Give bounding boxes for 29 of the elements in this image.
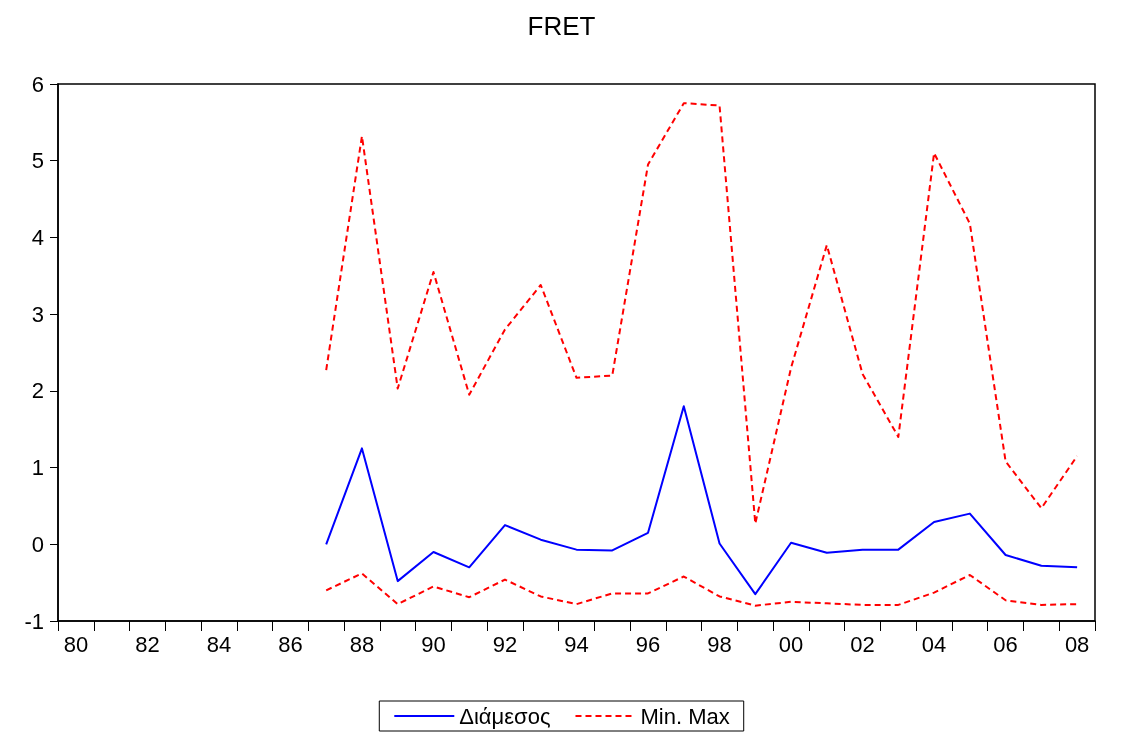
legend-label: Διάμεσος	[459, 703, 551, 729]
x-tick-label: 92	[492, 631, 518, 657]
y-tick-label: 3	[31, 301, 44, 327]
line-series	[325, 572, 1079, 607]
x-tick-label: 80	[63, 631, 89, 657]
x-tick-label: 98	[707, 631, 732, 657]
x-tick-label: 06	[993, 631, 1018, 657]
x-tick-label: 02	[850, 631, 875, 657]
y-tick-label: 2	[31, 378, 44, 404]
line-series	[325, 102, 1079, 525]
line-series	[325, 405, 1079, 596]
y-tick-label: 4	[31, 224, 44, 250]
y-tick-label: 1	[31, 455, 44, 481]
x-tick-label: 84	[206, 631, 232, 657]
x-tick-label: 90	[421, 631, 446, 657]
x-tick-label: 88	[349, 631, 375, 657]
x-tick-label: 82	[135, 631, 160, 657]
x-tick-label: 04	[921, 631, 947, 657]
x-tick-label: 08	[1064, 631, 1090, 657]
y-tick-label: -1	[24, 608, 44, 634]
y-tick-label: 6	[31, 71, 44, 97]
y-tick-label: 5	[31, 148, 44, 174]
x-tick-label: 00	[778, 631, 804, 657]
legend-label: Min. Max	[640, 703, 730, 729]
y-tick-label: 0	[31, 531, 44, 557]
chart-title: FRET	[527, 11, 596, 41]
x-tick-label: 86	[278, 631, 303, 657]
x-tick-label: 94	[564, 631, 589, 657]
x-tick-label: 96	[635, 631, 661, 657]
